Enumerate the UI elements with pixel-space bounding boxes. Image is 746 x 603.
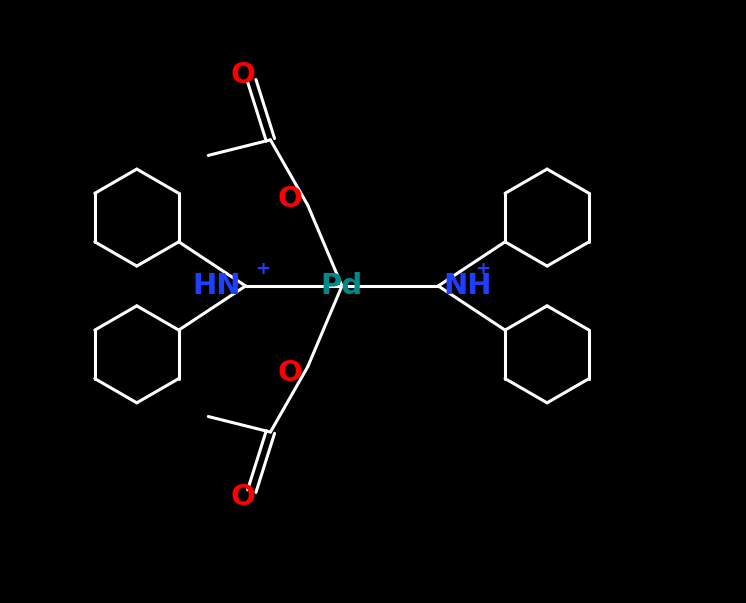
Text: O: O — [230, 60, 255, 89]
Text: O: O — [278, 185, 303, 213]
Text: Pd: Pd — [321, 272, 363, 300]
Text: +: + — [475, 259, 491, 277]
Text: +: + — [255, 259, 271, 277]
Text: NH: NH — [443, 272, 492, 300]
Text: O: O — [278, 359, 303, 387]
Text: HN: HN — [192, 272, 240, 300]
Text: O: O — [230, 484, 255, 511]
